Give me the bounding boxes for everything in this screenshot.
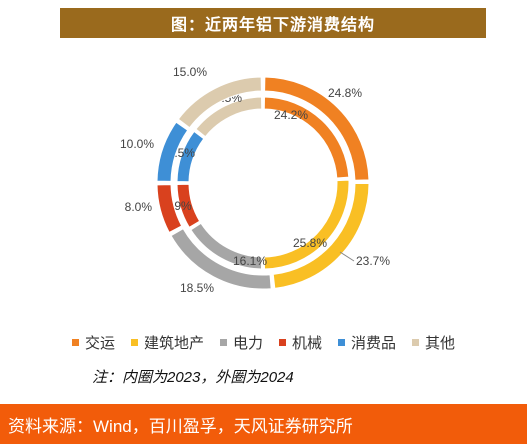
slice-inner-2 — [190, 222, 263, 270]
slice-inner-1 — [263, 179, 350, 270]
legend-swatch-3 — [279, 338, 286, 346]
leader-line — [339, 251, 355, 262]
slice-inner-3 — [176, 183, 201, 229]
legend-label-0: 交运 — [84, 334, 115, 352]
legend-label-4: 消费品 — [351, 334, 397, 352]
source-bar: 资料来源：Wind，百川盈孚，天风证券研究所 — [0, 404, 527, 444]
legend-label-5: 其他 — [425, 334, 456, 352]
label-outer-4: 10.0% — [120, 137, 154, 151]
label-inner-2: 16.1% — [233, 254, 267, 268]
slice-inner-5 — [195, 96, 263, 138]
label-outer-0: 24.8% — [328, 86, 362, 100]
slice-outer-2 — [170, 228, 272, 290]
legend-item-4: 消费品 — [338, 332, 396, 353]
legend-swatch-4 — [338, 338, 346, 346]
slice-outer-5 — [177, 76, 262, 129]
source-text: 资料来源：Wind，百川盈孚，天风证券研究所 — [8, 416, 353, 436]
legend-item-1: 建筑地产 — [130, 332, 204, 353]
label-outer-5: 15.0% — [173, 65, 207, 79]
label-inner-1: 25.8% — [293, 236, 327, 250]
slice-inner-4 — [176, 130, 205, 183]
legend-item-5: 其他 — [412, 332, 455, 353]
slice-outer-1 — [272, 182, 370, 289]
label-inner-0: 24.2% — [274, 108, 308, 122]
legend-swatch-5 — [412, 338, 420, 346]
chart-legend: 交运 建筑地产 电力 机械 消费品 其他 — [0, 330, 527, 354]
slice-inner-0 — [263, 96, 350, 179]
legend-swatch-1 — [130, 338, 138, 346]
chart-note: 注：内圈为2023，外圈为2024 — [92, 369, 294, 386]
legend-label-2: 电力 — [232, 334, 263, 352]
slice-outer-0 — [264, 76, 370, 181]
legend-item-2: 电力 — [219, 332, 263, 353]
legend-item-3: 机械 — [279, 332, 322, 353]
label-outer-2: 18.5% — [180, 281, 214, 295]
slice-outer-4 — [156, 121, 189, 182]
label-outer-3: 8.0% — [125, 200, 153, 214]
donut-chart: 24.2%25.8%16.1%8.9%10.5%14.5%24.8%23.7%1… — [120, 65, 390, 295]
legend-swatch-2 — [219, 338, 227, 346]
chart-title: 图：近两年铝下游消费结构 — [60, 8, 486, 38]
slice-outer-3 — [156, 184, 183, 234]
legend-label-1: 建筑地产 — [143, 334, 204, 352]
legend-item-0: 交运 — [71, 332, 115, 353]
legend-swatch-0 — [71, 338, 79, 346]
legend-label-3: 机械 — [292, 334, 323, 352]
label-outer-1: 23.7% — [356, 254, 390, 268]
